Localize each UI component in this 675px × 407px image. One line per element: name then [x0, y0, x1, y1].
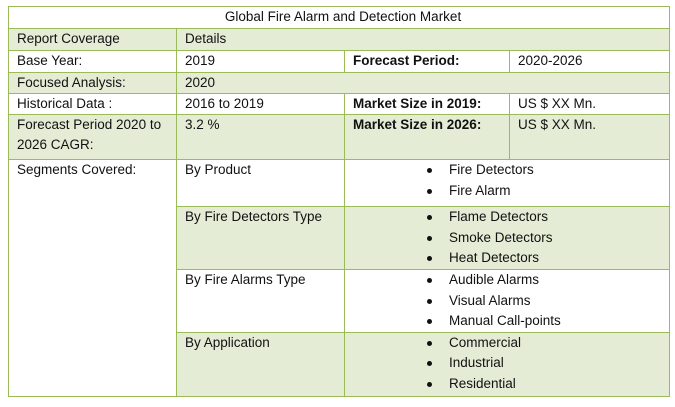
segment-name: By Fire Alarms Type: [176, 269, 345, 333]
segments-covered-label: Segments Covered:: [8, 159, 177, 397]
table-title: Global Fire Alarm and Detection Market: [7, 6, 671, 29]
market-size-2026-value: US $ XX Mn.: [508, 114, 671, 160]
segment-item: Visual Alarms: [423, 291, 669, 312]
market-size-2019-label: Market Size in 2019:: [344, 93, 510, 115]
report-table: Global Fire Alarm and Detection Market R…: [7, 6, 671, 397]
segment-name: By Product: [176, 159, 345, 207]
header-details: Details: [175, 28, 671, 51]
market-size-2026-label: Market Size in 2026:: [344, 114, 510, 160]
segment-item: Manual Call-points: [423, 311, 669, 331]
segment-item: Heat Detectors: [423, 248, 669, 269]
focused-analysis-value: 2020: [175, 72, 671, 94]
cagr-value: 3.2 %: [176, 114, 345, 160]
segment-items: Commercial Industrial Residential: [343, 331, 671, 397]
historical-data-value: 2016 to 2019: [176, 93, 345, 115]
forecast-period-label: Forecast Period:: [344, 50, 510, 73]
segment-item: Fire Detectors: [423, 161, 669, 181]
market-size-2019-value: US $ XX Mn.: [508, 93, 671, 115]
base-year-label: Base Year:: [8, 50, 177, 73]
segment-name: By Application: [176, 331, 345, 397]
header-report-coverage: Report Coverage: [8, 28, 177, 51]
segment-item: Commercial: [423, 333, 669, 353]
segment-item: Residential: [423, 374, 669, 395]
base-year-value: 2019: [176, 50, 345, 73]
segment-item: Audible Alarms: [423, 270, 669, 290]
segment-item: Fire Alarm: [423, 181, 669, 202]
forecast-period-value: 2020-2026: [508, 50, 671, 73]
focused-analysis-label: Focused Analysis:: [8, 72, 177, 94]
cagr-label: Forecast Period 2020 to 2026 CAGR:: [8, 114, 177, 160]
segment-items: Flame Detectors Smoke Detectors Heat Det…: [343, 206, 671, 270]
segment-item: Industrial: [423, 353, 669, 374]
historical-data-label: Historical Data :: [8, 93, 177, 115]
segment-items: Audible Alarms Visual Alarms Manual Call…: [343, 269, 671, 333]
segment-item: Flame Detectors: [423, 208, 669, 228]
segment-items: Fire Detectors Fire Alarm: [343, 159, 671, 207]
segment-name: By Fire Detectors Type: [176, 206, 345, 270]
segment-item: Smoke Detectors: [423, 228, 669, 249]
